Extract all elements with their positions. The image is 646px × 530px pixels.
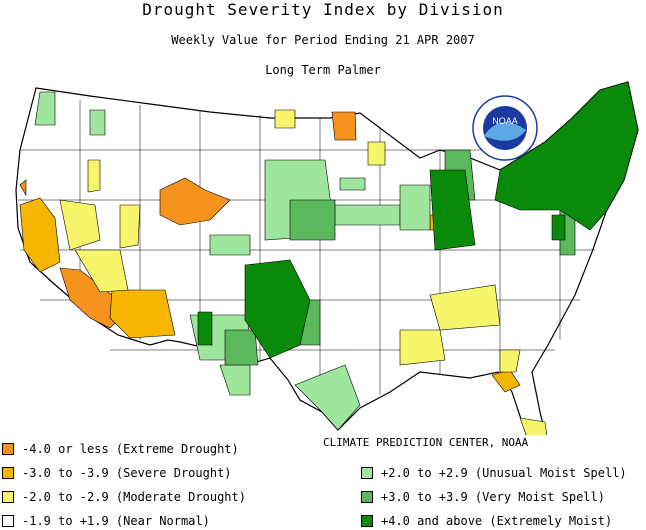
legend-swatch [2, 515, 14, 527]
period-subtitle: Weekly Value for Period Ending 21 APR 20… [171, 33, 475, 47]
legend-swatch [2, 443, 14, 455]
credit-text: CLIMATE PREDICTION CENTER, NOAA [323, 436, 529, 449]
moderate-drought-areas [59, 109, 548, 435]
legend-item-extremely-moist: +4.0 and above (Extremely Moist) [361, 513, 612, 529]
legend-swatch [2, 491, 14, 503]
index-name: Long Term Palmer [265, 63, 381, 77]
legend-item-near-normal: -1.9 to +1.9 (Near Normal) [2, 513, 210, 529]
legend-label: +2.0 to +2.9 (Unusual Moist Spell) [381, 466, 627, 480]
extremely-moist-areas [197, 81, 639, 359]
legend-item-severe-drought: -3.0 to -3.9 (Severe Drought) [2, 465, 232, 481]
legend-label: -2.0 to -2.9 (Moderate Drought) [22, 490, 246, 504]
legend-item-extreme-drought: -4.0 or less (Extreme Drought) [2, 441, 239, 457]
legend-label: -1.9 to +1.9 (Near Normal) [22, 514, 210, 528]
legend-swatch [361, 491, 373, 503]
legend-label: +4.0 and above (Extremely Moist) [381, 514, 613, 528]
drought-map: NOAA [15, 81, 639, 435]
legend-label: -3.0 to -3.9 (Severe Drought) [22, 466, 232, 480]
severe-drought-areas [19, 197, 521, 393]
legend-item-unusual-moist: +2.0 to +2.9 (Unusual Moist Spell) [361, 465, 627, 481]
legend-swatch [361, 467, 373, 479]
noaa-logo [472, 95, 538, 161]
legend-swatch [2, 467, 14, 479]
legend-item-very-moist: +3.0 to +3.9 (Very Moist Spell) [361, 489, 605, 505]
legend-label: +3.0 to +3.9 (Very Moist Spell) [381, 490, 605, 504]
noaa-logo-text: NOAA [492, 116, 518, 126]
legend-label: -4.0 or less (Extreme Drought) [22, 442, 239, 456]
legend-swatch [361, 515, 373, 527]
map-title: Drought Severity Index by Division [142, 0, 504, 19]
us-outline [15, 81, 639, 435]
legend-item-moderate-drought: -2.0 to -2.9 (Moderate Drought) [2, 489, 246, 505]
